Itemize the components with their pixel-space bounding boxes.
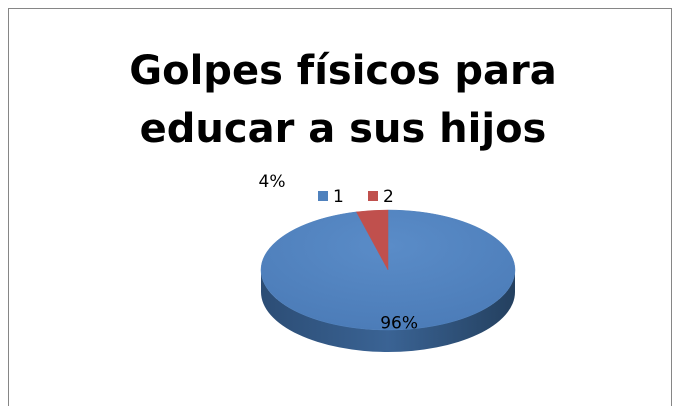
data-label: 96% [380,314,418,334]
legend-label: 2 [383,187,394,207]
legend-label: 1 [333,187,344,207]
pie-side [261,270,515,352]
pie-slice [356,209,389,271]
legend-swatch [368,191,378,201]
data-label: 4% [259,172,286,192]
chart-frame [8,8,672,406]
legend-swatch [318,191,328,201]
chart-title: Golpes físicos para educar a sus hijos [129,48,557,152]
